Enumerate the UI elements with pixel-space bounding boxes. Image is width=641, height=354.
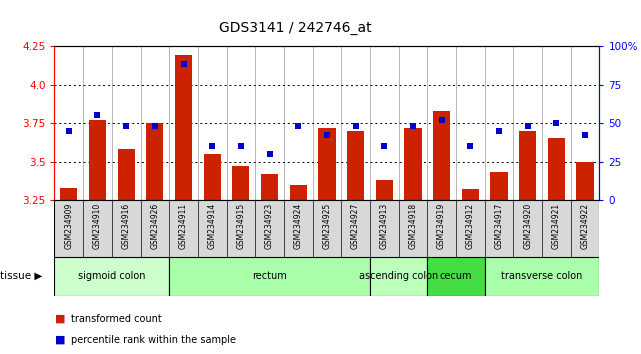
- Bar: [175, 55, 192, 200]
- Bar: [146, 123, 163, 200]
- Bar: [290, 185, 307, 200]
- Point: [236, 143, 246, 149]
- Text: GSM234909: GSM234909: [64, 203, 73, 249]
- Point: [408, 123, 418, 129]
- Point: [379, 143, 389, 149]
- Text: percentile rank within the sample: percentile rank within the sample: [71, 335, 235, 345]
- Text: GSM234913: GSM234913: [379, 203, 388, 249]
- Point: [92, 113, 103, 118]
- Bar: [347, 131, 364, 200]
- Bar: [376, 180, 393, 200]
- Bar: [462, 189, 479, 200]
- Text: GSM234914: GSM234914: [208, 203, 217, 249]
- Text: GSM234919: GSM234919: [437, 203, 446, 249]
- Point: [322, 132, 332, 138]
- Text: transverse colon: transverse colon: [501, 271, 583, 281]
- Text: transformed count: transformed count: [71, 314, 162, 324]
- Point: [522, 123, 533, 129]
- Point: [178, 62, 188, 67]
- Bar: [169, 257, 370, 296]
- Text: GDS3141 / 242746_at: GDS3141 / 242746_at: [219, 21, 371, 35]
- Text: GSM234923: GSM234923: [265, 203, 274, 249]
- Text: GSM234915: GSM234915: [237, 203, 246, 249]
- Bar: [89, 120, 106, 200]
- Text: tissue ▶: tissue ▶: [0, 271, 42, 281]
- Point: [494, 128, 504, 133]
- Text: cecum: cecum: [440, 271, 472, 281]
- Point: [293, 123, 303, 129]
- Text: GSM234927: GSM234927: [351, 203, 360, 249]
- Text: GSM234924: GSM234924: [294, 203, 303, 249]
- Bar: [404, 128, 422, 200]
- Bar: [204, 154, 221, 200]
- Text: rectum: rectum: [252, 271, 287, 281]
- Point: [465, 143, 476, 149]
- Text: GSM234918: GSM234918: [408, 203, 417, 249]
- Bar: [490, 172, 508, 200]
- Bar: [485, 257, 599, 296]
- Text: sigmoid colon: sigmoid colon: [78, 271, 146, 281]
- Text: GSM234912: GSM234912: [466, 203, 475, 249]
- Point: [150, 123, 160, 129]
- Point: [580, 132, 590, 138]
- Text: ■: ■: [54, 314, 65, 324]
- Text: GSM234910: GSM234910: [93, 203, 102, 249]
- Text: GSM234917: GSM234917: [494, 203, 503, 249]
- Text: GSM234925: GSM234925: [322, 203, 331, 249]
- Text: GSM234922: GSM234922: [581, 203, 590, 249]
- Bar: [261, 174, 278, 200]
- Point: [121, 123, 131, 129]
- Bar: [117, 149, 135, 200]
- Bar: [60, 188, 78, 200]
- Bar: [547, 138, 565, 200]
- Point: [207, 143, 217, 149]
- Point: [351, 123, 361, 129]
- Bar: [576, 161, 594, 200]
- Text: GSM234920: GSM234920: [523, 203, 532, 249]
- Point: [437, 117, 447, 123]
- Bar: [519, 131, 537, 200]
- Text: GSM234916: GSM234916: [122, 203, 131, 249]
- Text: ■: ■: [54, 335, 65, 345]
- Bar: [319, 128, 335, 200]
- Bar: [428, 257, 485, 296]
- Text: GSM234926: GSM234926: [151, 203, 160, 249]
- Point: [265, 151, 275, 157]
- Text: GSM234911: GSM234911: [179, 203, 188, 249]
- Text: GSM234921: GSM234921: [552, 203, 561, 249]
- Bar: [433, 111, 450, 200]
- Point: [63, 128, 74, 133]
- Bar: [370, 257, 428, 296]
- Point: [551, 120, 562, 126]
- Text: ascending colon: ascending colon: [359, 271, 438, 281]
- Bar: [232, 166, 249, 200]
- Bar: [54, 257, 169, 296]
